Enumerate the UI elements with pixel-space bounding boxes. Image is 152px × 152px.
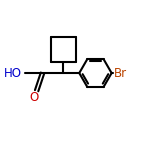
Text: Br: Br [114, 67, 127, 79]
Text: O: O [30, 92, 39, 104]
Text: HO: HO [4, 67, 22, 79]
